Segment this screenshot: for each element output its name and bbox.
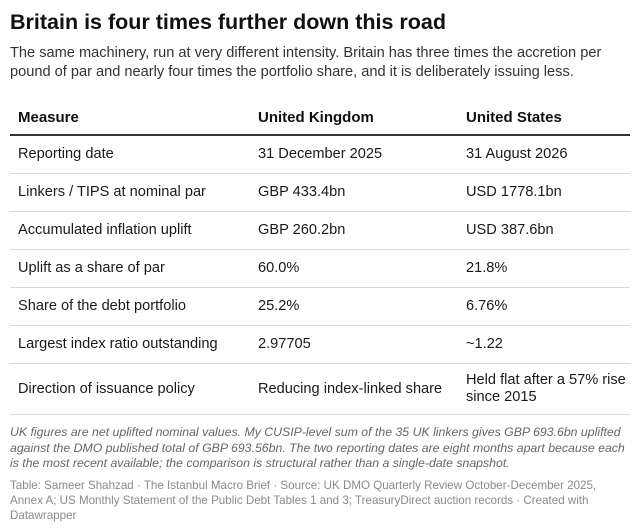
cell-us: 31 August 2026 (458, 135, 630, 174)
cell-measure: Share of the debt portfolio (10, 287, 250, 326)
footnote: UK figures are net uplifted nominal valu… (10, 425, 625, 470)
cell-measure: Linkers / TIPS at nominal par (10, 173, 250, 212)
column-header-measure[interactable]: Measure (10, 100, 250, 136)
cell-uk: 31 December 2025 (250, 135, 458, 174)
table-row: Linkers / TIPS at nominal par GBP 433.4b… (10, 173, 630, 212)
cell-uk: 60.0% (250, 249, 458, 288)
cell-uk: 2.97705 (250, 325, 458, 364)
page-subtitle: The same machinery, run at very differen… (10, 45, 602, 80)
table-header-row: Measure United Kingdom United States (10, 100, 630, 136)
page-title: Britain is four times further down this … (10, 10, 447, 34)
column-header-uk[interactable]: United Kingdom (250, 100, 458, 136)
table-row: Reporting date 31 December 2025 31 Augus… (10, 135, 630, 174)
chart-container: Britain is four times further down this … (10, 8, 630, 523)
cell-measure: Accumulated inflation uplift (10, 211, 250, 250)
table-row: Share of the debt portfolio 25.2% 6.76% (10, 287, 630, 326)
cell-us: Held flat after a 57% rise since 2015 (458, 363, 630, 415)
cell-measure: Largest index ratio outstanding (10, 325, 250, 364)
table-row: Largest index ratio outstanding 2.97705 … (10, 325, 630, 364)
cell-us: 6.76% (458, 287, 630, 326)
cell-uk: Reducing index-linked share (250, 363, 458, 415)
source-line: Table: Sameer Shahzad · The Istanbul Mac… (10, 478, 597, 522)
cell-measure: Reporting date (10, 135, 250, 174)
cell-uk: 25.2% (250, 287, 458, 326)
comparison-table: Measure United Kingdom United States Rep… (10, 100, 630, 415)
table-row: Uplift as a share of par 60.0% 21.8% (10, 249, 630, 288)
cell-measure: Uplift as a share of par (10, 249, 250, 288)
table-row: Accumulated inflation uplift GBP 260.2bn… (10, 211, 630, 250)
cell-us: USD 387.6bn (458, 211, 630, 250)
cell-us: ~1.22 (458, 325, 630, 364)
cell-us: 21.8% (458, 249, 630, 288)
cell-measure: Direction of issuance policy (10, 363, 250, 415)
column-header-us[interactable]: United States (458, 100, 630, 136)
table-row: Direction of issuance policy Reducing in… (10, 363, 630, 415)
cell-uk: GBP 260.2bn (250, 211, 458, 250)
cell-us: USD 1778.1bn (458, 173, 630, 212)
cell-uk: GBP 433.4bn (250, 173, 458, 212)
